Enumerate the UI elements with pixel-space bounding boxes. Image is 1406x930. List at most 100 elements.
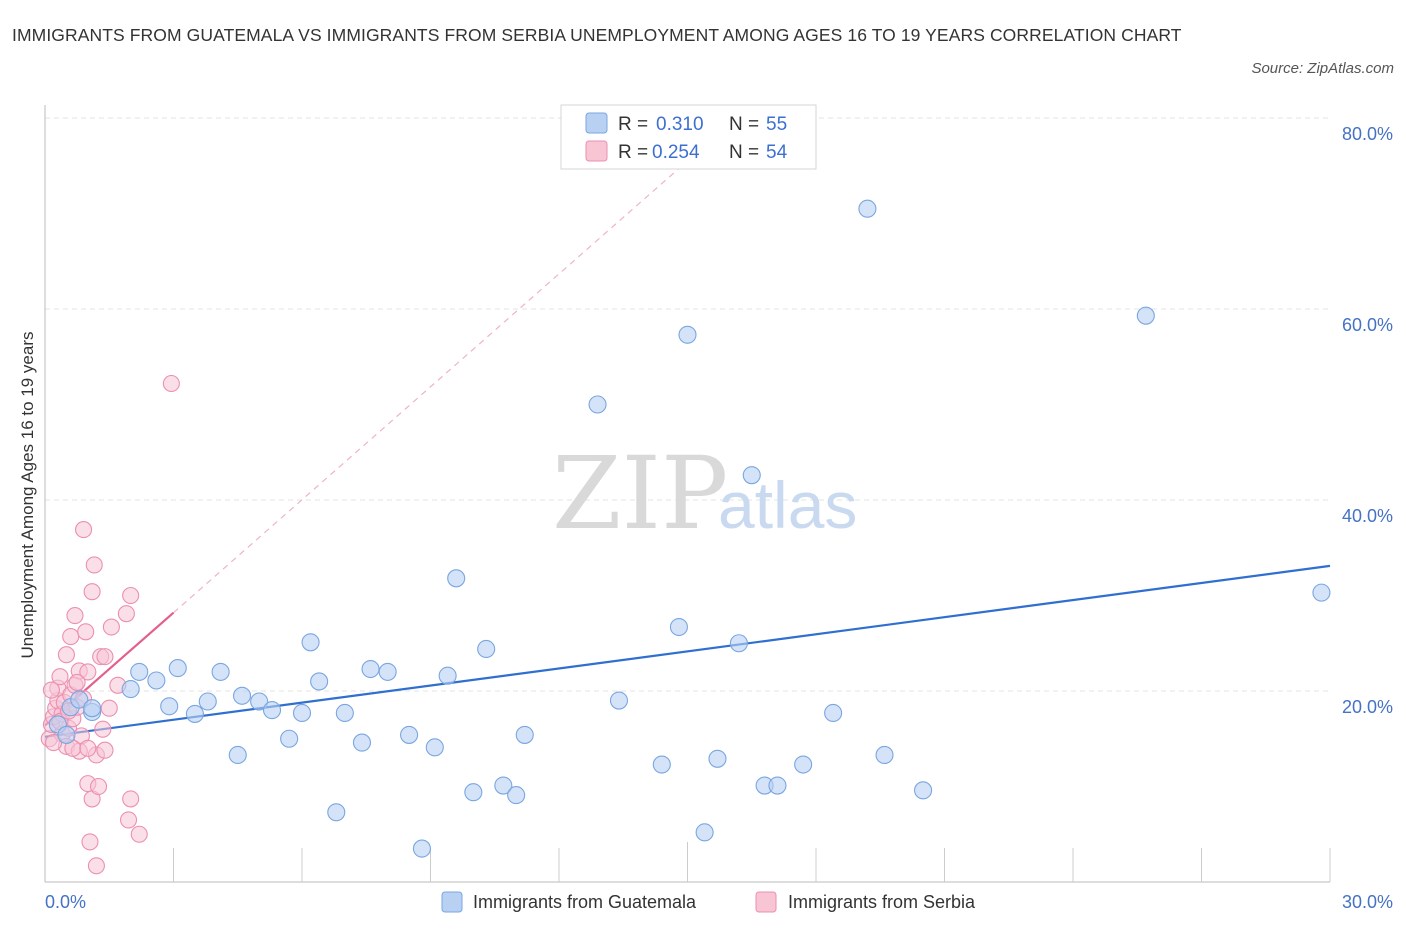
point-guatemala-7 [168, 659, 187, 678]
axes [44, 105, 1331, 883]
point-guatemala-42 [742, 466, 761, 485]
chart-title: IMMIGRANTS FROM GUATEMALA VS IMMIGRANTS … [12, 25, 1182, 45]
watermark-zip: ZIP [552, 435, 728, 552]
point-guatemala-32 [507, 786, 526, 805]
y-tick-label-80: 80.0% [1342, 124, 1393, 144]
point-serbia-14 [62, 628, 80, 646]
point-guatemala-22 [361, 659, 380, 679]
legend-r-label-guatemala: R = [618, 114, 648, 135]
point-serbia-16 [66, 607, 84, 625]
point-serbia-6 [51, 668, 69, 686]
point-guatemala-34 [588, 395, 607, 414]
watermark-atlas: atlas [718, 468, 857, 542]
point-guatemala-40 [708, 749, 727, 768]
point-guatemala-25 [412, 839, 431, 858]
point-serbia-46 [162, 374, 180, 393]
point-guatemala-8 [185, 704, 204, 723]
point-serbia-42 [119, 811, 138, 829]
point-guatemala-6 [160, 697, 179, 716]
point-serbia-36 [96, 648, 114, 666]
point-serbia-53 [42, 681, 60, 699]
legend-n-label-guatemala: N = [729, 114, 759, 135]
top-legend: R = 0.310 N = 55 R = 0.254 N = 54 [560, 104, 817, 170]
point-guatemala-29 [464, 783, 483, 802]
point-serbia-37 [100, 699, 118, 717]
point-guatemala-16 [292, 703, 312, 723]
point-serbia-33 [89, 777, 108, 796]
legend-r-value-serbia: 0.254 [652, 142, 700, 163]
point-guatemala-4 [130, 662, 149, 681]
point-serbia-51 [68, 673, 86, 691]
point-guatemala-50 [1136, 306, 1155, 325]
point-guatemala-21 [352, 733, 372, 752]
point-guatemala-19 [327, 803, 346, 822]
point-guatemala-18 [310, 672, 329, 691]
point-guatemala-37 [669, 617, 688, 637]
point-serbia-25 [79, 663, 97, 681]
point-serbia-22 [75, 521, 93, 539]
bottom-legend-swatch-serbia [755, 891, 777, 913]
y-tick-label-20: 20.0% [1342, 697, 1393, 717]
point-guatemala-13 [250, 692, 269, 711]
point-guatemala-44 [768, 776, 787, 795]
point-guatemala-38 [678, 325, 697, 344]
point-serbia-43 [122, 586, 140, 605]
y-tick-label-60: 60.0% [1342, 315, 1393, 335]
legend-n-value-serbia: 54 [766, 142, 788, 163]
point-serbia-39 [96, 741, 114, 759]
point-serbia-24 [77, 623, 95, 641]
legend-n-value-guatemala: 55 [766, 114, 787, 135]
point-guatemala-46 [824, 703, 843, 723]
point-guatemala-28 [447, 569, 466, 588]
point-guatemala-23 [378, 662, 397, 681]
point-guatemala-54 [83, 699, 102, 718]
y-axis-label: Unemployment Among Ages 16 to 19 years [18, 332, 37, 659]
point-guatemala-31 [494, 776, 513, 795]
point-guatemala-11 [228, 745, 247, 765]
point-serbia-32 [87, 857, 105, 875]
point-guatemala-39 [695, 823, 714, 842]
point-serbia-28 [83, 583, 101, 601]
point-guatemala-14 [262, 701, 282, 720]
legend-r-label-serbia: R = [618, 142, 648, 163]
point-serbia-41 [117, 605, 135, 623]
point-serbia-52 [79, 739, 97, 757]
point-guatemala-30 [477, 639, 496, 659]
point-guatemala-53 [57, 725, 76, 744]
point-guatemala-45 [794, 755, 813, 774]
point-guatemala-48 [875, 745, 894, 765]
legend-r-value-guatemala: 0.310 [656, 114, 704, 135]
y-tick-label-40: 40.0% [1342, 506, 1393, 526]
watermark: ZIP atlas [552, 435, 857, 552]
point-guatemala-15 [280, 729, 299, 748]
trend-line-serbia-extension [173, 160, 688, 614]
point-guatemala-36 [652, 755, 671, 774]
point-serbia-27 [81, 833, 99, 851]
bottom-legend-swatch-guatemala [441, 891, 463, 913]
x-tick-label-min: 0.0% [45, 892, 86, 912]
chart-source: Source: ZipAtlas.com [1251, 60, 1394, 77]
point-guatemala-24 [400, 725, 419, 744]
legend-n-label-serbia: N = [729, 142, 759, 163]
point-guatemala-17 [301, 633, 320, 652]
legend-swatch-guatemala [585, 112, 608, 134]
bottom-legend: Immigrants from Guatemala Immigrants fro… [441, 891, 976, 913]
point-serbia-11 [57, 646, 75, 664]
point-guatemala-41 [729, 634, 748, 653]
point-serbia-45 [130, 825, 148, 843]
trend-line-guatemala [44, 564, 1331, 738]
grid-lines [45, 117, 1330, 692]
point-guatemala-12 [232, 686, 252, 705]
legend-swatch-serbia [585, 140, 608, 162]
point-serbia-30 [85, 556, 103, 574]
point-guatemala-47 [858, 199, 877, 218]
bottom-legend-label-serbia: Immigrants from Serbia [788, 892, 976, 912]
point-guatemala-3 [121, 680, 140, 699]
point-guatemala-49 [914, 781, 933, 800]
point-guatemala-9 [198, 692, 217, 711]
point-guatemala-26 [425, 738, 444, 757]
point-serbia-44 [122, 790, 140, 808]
point-guatemala-1 [70, 690, 89, 709]
point-guatemala-20 [335, 703, 354, 723]
